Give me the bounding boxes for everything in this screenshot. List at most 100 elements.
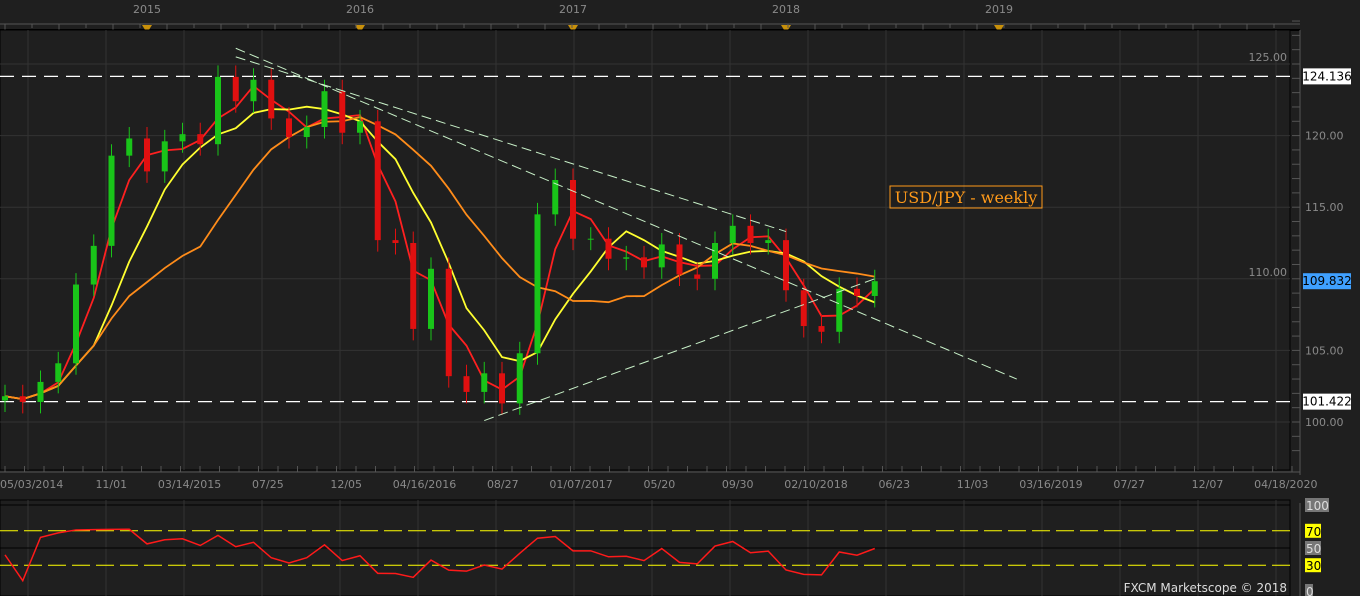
rsi-tick-label: 70 (1306, 525, 1321, 539)
candle (676, 244, 683, 275)
y-tick-label: 125.00 (1249, 51, 1288, 64)
candle (587, 238, 594, 240)
candle (570, 179, 576, 239)
trend-line (235, 47, 1017, 380)
candle (374, 121, 381, 241)
candle (641, 257, 647, 268)
y-tick-label: 105.00 (1305, 344, 1344, 357)
trend-line (235, 56, 787, 233)
x-tick-label: 12/05 (330, 478, 362, 491)
x-tick-label: 04/18/2020 (1254, 478, 1317, 491)
price-label-bg (1303, 273, 1351, 290)
candle (463, 376, 470, 392)
price-label-bg (1303, 68, 1351, 85)
candle (516, 353, 523, 404)
x-tick-label: 12/07 (1192, 478, 1224, 491)
title-box (889, 185, 1043, 209)
x-tick-label: 03/14/2015 (158, 478, 221, 491)
x-tick-label: 05/03/2014 (0, 478, 63, 491)
x-tick-label: 03/16/2019 (1019, 478, 1082, 491)
year-marker-icon (142, 25, 152, 33)
candle (712, 243, 718, 279)
chart-title: USD/JPY - weekly (889, 185, 1043, 209)
rsi-tick-label: 50 (1306, 542, 1321, 556)
candle (818, 326, 825, 332)
trend-line (484, 278, 875, 422)
time-bar (0, 0, 1300, 30)
year-marker-icon (355, 25, 365, 33)
moving-average-line (4, 105, 876, 401)
year-label: 2018 (772, 3, 800, 16)
candle (2, 396, 8, 401)
candle (126, 138, 133, 156)
candle (499, 373, 505, 404)
rsi-tick-bg (1305, 498, 1329, 512)
rsi-tick-label: 30 (1306, 559, 1321, 573)
x-tick-label: 07/25 (252, 478, 284, 491)
moving-average-line (4, 116, 875, 401)
rsi-tick-bg (1305, 541, 1321, 555)
candle (428, 268, 434, 329)
candle (303, 127, 310, 138)
price-label-current: 109.832 (1302, 274, 1352, 288)
rsi-tick-label: 100 (1306, 499, 1329, 513)
candle (90, 245, 97, 285)
footer-credit: FXCM Marketscope © 2018 (1124, 581, 1287, 595)
candle (445, 268, 452, 377)
x-tick-label: 11/03 (957, 478, 989, 491)
candle (339, 91, 346, 133)
candle (250, 79, 257, 102)
candle (783, 240, 789, 291)
candle (215, 76, 221, 145)
rsi-line (4, 528, 876, 583)
candle (836, 288, 843, 332)
candle (552, 179, 559, 215)
candle (623, 257, 630, 259)
year-marker-icon (994, 25, 1004, 33)
x-tick-label: 01/07/2017 (549, 478, 612, 491)
candle (694, 274, 701, 279)
price-label-bg (1303, 393, 1351, 410)
candle (144, 138, 150, 172)
candle (321, 91, 328, 128)
candle (357, 121, 363, 133)
rsi-tick-label: 0 (1306, 585, 1314, 596)
candle (286, 118, 292, 138)
candle (605, 238, 612, 259)
candle (179, 134, 186, 142)
x-tick-label: 11/01 (95, 478, 127, 491)
year-label: 2019 (985, 3, 1013, 16)
x-tick-label: 05/20 (644, 478, 676, 491)
candle (534, 214, 541, 354)
candle (800, 290, 807, 327)
candle (481, 373, 488, 392)
year-label: 2017 (559, 3, 587, 16)
rsi-tick-bg (1305, 558, 1321, 573)
x-tick-label: 08/27 (487, 478, 519, 491)
candle (765, 240, 772, 243)
y-tick-label: 100.00 (1305, 416, 1344, 429)
y-tick-label: 120.00 (1305, 130, 1344, 143)
candle (55, 363, 62, 382)
candle (268, 79, 275, 119)
candle (410, 243, 417, 329)
candle (729, 225, 736, 243)
y-tick-label: 110.00 (1249, 266, 1288, 279)
y-tick-label: 115.00 (1305, 201, 1344, 214)
candle (232, 76, 239, 102)
price-label-support: 101.422 (1302, 395, 1352, 409)
price-label-resistance: 124.136 (1302, 69, 1352, 83)
candle (854, 288, 860, 296)
candle (871, 281, 878, 296)
candle (658, 244, 665, 268)
candle (392, 240, 399, 243)
candle (73, 284, 79, 364)
rsi-tick-bg (1305, 523, 1321, 538)
x-tick-label: 09/30 (722, 478, 754, 491)
year-label: 2016 (346, 3, 374, 16)
year-label: 2015 (133, 3, 161, 16)
candle (108, 155, 115, 246)
title-text: USD/JPY - weekly (895, 188, 1037, 207)
x-tick-label: 04/16/2016 (393, 478, 456, 491)
